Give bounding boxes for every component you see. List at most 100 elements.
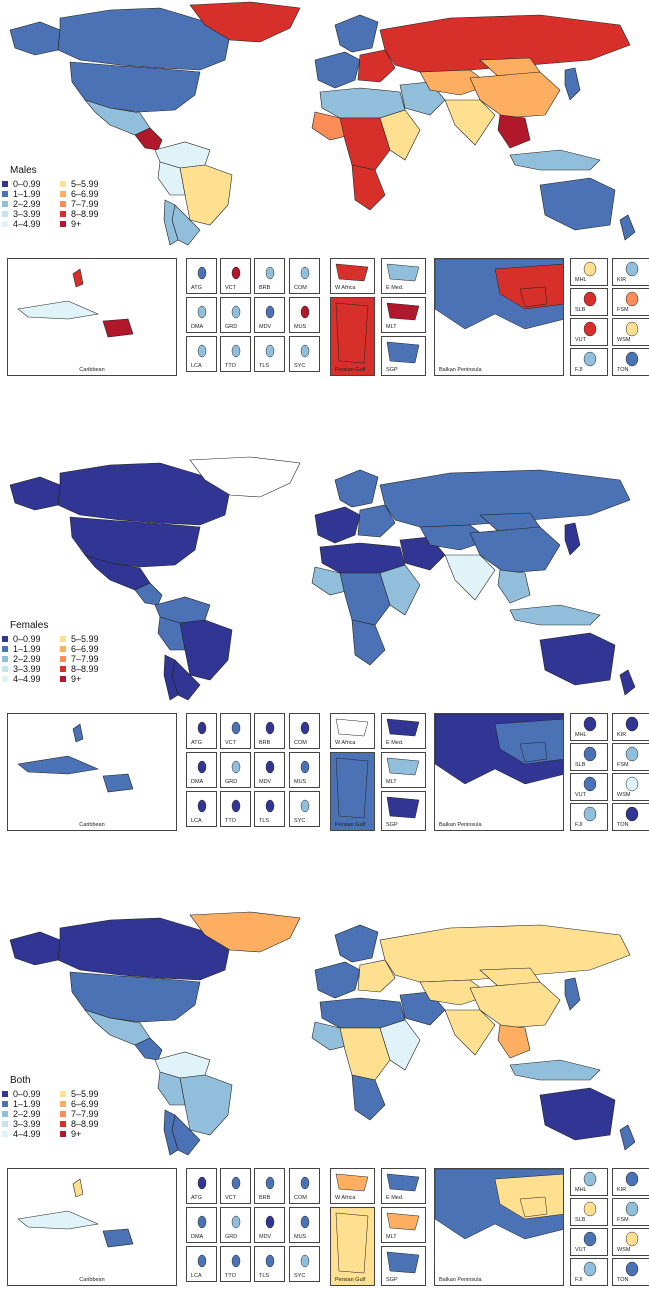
- inset-region: MLT: [381, 752, 426, 788]
- country-chile: [163, 199, 179, 246]
- inset-label: DMA: [191, 324, 204, 330]
- inset-region: SGP: [381, 336, 426, 376]
- legend-label: 7–7.99: [71, 1108, 99, 1119]
- inset-label: ATG: [191, 740, 202, 746]
- inset-label: W Africa: [335, 285, 356, 291]
- inset-label: MLT: [386, 779, 397, 785]
- country-east-europe: [357, 504, 396, 538]
- inset-label: Balkan Peninsula: [439, 1277, 482, 1283]
- country-japan: [564, 67, 581, 101]
- country-north-africa: [319, 87, 406, 119]
- inset-grd: GRD: [220, 752, 251, 788]
- inset-balkan: Balkan Peninsula: [434, 1168, 564, 1286]
- legend-item: 0–0.99: [2, 634, 60, 644]
- inset-caribbean: Caribbean: [7, 713, 177, 831]
- country-peru: [157, 161, 186, 196]
- inset-region: Persian Gulf: [330, 1207, 375, 1286]
- inset-mhl: MHL: [570, 1168, 608, 1196]
- inset-label: MHL: [575, 1187, 587, 1193]
- legend-item: 1–1.99: [2, 189, 60, 199]
- country-west-europe: [314, 506, 361, 544]
- legend-item: 6–6.99: [60, 644, 118, 654]
- legend-swatch: [60, 210, 66, 217]
- inset-label: LCA: [191, 363, 202, 369]
- inset-syc: SYC: [289, 336, 320, 372]
- inset-label: MUS: [294, 324, 307, 330]
- legend-item: 4–4.99: [2, 1129, 60, 1139]
- country-indonesia: [509, 1059, 601, 1081]
- inset-label: W Africa: [335, 1195, 356, 1201]
- country-south-africa: [351, 164, 386, 211]
- country-australia: [539, 632, 616, 686]
- legend-swatch: [2, 190, 8, 197]
- country-central-america: [134, 1037, 163, 1061]
- inset-vct: VCT: [220, 713, 251, 749]
- inset-label: LCA: [191, 818, 202, 824]
- country-south-africa: [351, 1074, 386, 1121]
- legend: Females 0–0.99 5–5.99 1–1.99 6–6.99 2–2.99 7–7…: [2, 620, 118, 684]
- legend-swatch: [2, 180, 8, 187]
- inset-tto: TTO: [220, 336, 251, 372]
- world-map: [9, 1, 636, 246]
- inset-label: FJI: [575, 822, 583, 828]
- country-east-africa: [379, 564, 421, 616]
- inset-label: VCT: [225, 740, 236, 746]
- legend-swatch: [2, 1130, 8, 1137]
- legend-label: 6–6.99: [71, 1098, 99, 1109]
- legend-item: 8–8.99: [60, 664, 118, 674]
- country-alaska: [9, 21, 61, 56]
- caribbean-map: [17, 268, 134, 338]
- inset-label: Persian Gulf: [335, 367, 366, 373]
- inset-label: SLB: [575, 1217, 586, 1223]
- legend-swatch: [60, 1100, 66, 1107]
- legend-label: 3–3.99: [13, 1118, 41, 1129]
- country-se-asia: [497, 114, 531, 149]
- country-central-asia: [419, 524, 491, 551]
- inset-brb: BRB: [254, 713, 285, 749]
- inset-label: KIR: [617, 277, 627, 283]
- inset-label: Balkan Peninsula: [439, 822, 482, 828]
- inset-region: SGP: [381, 791, 426, 831]
- world-map: [9, 456, 636, 701]
- legend-swatch: [2, 665, 8, 672]
- legend-item: 8–8.99: [60, 1119, 118, 1129]
- inset-label: E Med.: [386, 740, 404, 746]
- inset-mdv: MDV: [254, 297, 285, 333]
- legend-item: 3–3.99: [2, 208, 60, 219]
- country-east-africa: [379, 109, 421, 161]
- legend-label: 3–3.99: [13, 208, 41, 219]
- inset-tto: TTO: [220, 1246, 251, 1282]
- country-north-africa: [319, 542, 406, 574]
- inset-label: SGP: [386, 367, 398, 373]
- inset-mus: MUS: [289, 1207, 320, 1243]
- inset-mus: MUS: [289, 752, 320, 788]
- country-russia: [379, 924, 631, 983]
- legend-item: 1–1.99: [2, 644, 60, 654]
- inset-vct: VCT: [220, 1168, 251, 1204]
- inset-label: TON: [617, 1277, 629, 1283]
- legend-label: 0–0.99: [13, 1088, 41, 1099]
- inset-label: WSM: [617, 337, 631, 343]
- country-canada: [57, 462, 231, 526]
- country-north-africa: [319, 997, 406, 1029]
- legend-item: 9+: [60, 219, 118, 229]
- country-east-europe: [357, 959, 396, 993]
- inset-label: MLT: [386, 324, 397, 330]
- legend-label: 5–5.99: [71, 633, 99, 644]
- inset-region: W Africa: [330, 713, 375, 749]
- map-panel-males: Males 0–0.99 5–5.99 1–1.99 6–6.99 2–2.99 7–7.9…: [0, 0, 649, 380]
- inset-fsm: FSM: [612, 288, 649, 316]
- country-russia: [379, 14, 631, 73]
- inset-syc: SYC: [289, 1246, 320, 1282]
- country-east-europe: [357, 49, 396, 83]
- inset-label: SGP: [386, 1277, 398, 1283]
- country-alaska: [9, 931, 61, 966]
- legend-item: 3–3.99: [2, 664, 60, 674]
- inset-syc: SYC: [289, 791, 320, 827]
- country-india: [444, 554, 496, 601]
- inset-tls: TLS: [254, 1246, 285, 1282]
- legend-label: 0–0.99: [13, 178, 41, 189]
- world-map: [9, 911, 636, 1156]
- country-australia: [539, 177, 616, 231]
- legend: Males 0–0.99 5–5.99 1–1.99 6–6.99 2–2.99 7–7.9…: [2, 165, 118, 229]
